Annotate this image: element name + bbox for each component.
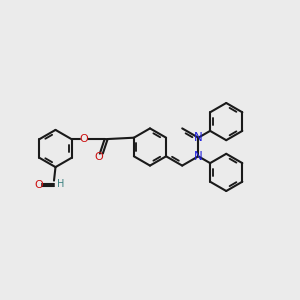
Text: O: O [95,152,103,162]
Text: N: N [194,150,203,163]
Text: O: O [80,134,88,144]
Text: O: O [34,180,43,190]
Text: H: H [57,178,64,189]
Text: N: N [194,131,203,144]
